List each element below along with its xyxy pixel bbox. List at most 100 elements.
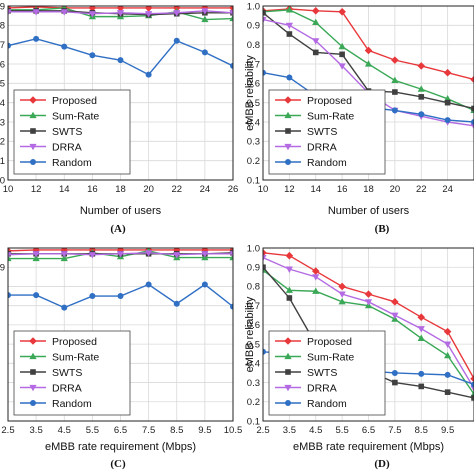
data-point-proposed — [285, 251, 294, 260]
legend-marker-drra — [284, 384, 292, 392]
data-point-sum-rate — [417, 85, 425, 92]
data-point-random — [117, 57, 124, 64]
legend-marker-random — [285, 159, 291, 165]
x-tick-label: 12 — [284, 184, 295, 195]
legend-label-random: Random — [307, 398, 347, 410]
data-point-swts — [312, 49, 319, 56]
x-tick-label: 4.5 — [309, 425, 322, 436]
data-point-proposed — [88, 6, 97, 12]
x-tick-label: 7.5 — [388, 425, 401, 436]
data-point-sum-rate — [444, 351, 452, 359]
series-group — [8, 248, 233, 311]
data-point-sum-rate — [229, 14, 233, 22]
x-axis-label: eMBB rate requirement (Mbps) — [293, 441, 444, 453]
data-point-proposed — [116, 248, 125, 254]
x-tick-label: 8.5 — [415, 425, 428, 436]
data-point-drra — [116, 251, 125, 258]
data-point-sum-rate — [312, 287, 320, 294]
x-axis-label: eMBB rate requirement (Mbps) — [45, 441, 196, 453]
legend-label-proposed: Proposed — [307, 336, 352, 348]
data-point-swts — [263, 9, 266, 16]
y-tick-label: 0.8 — [247, 282, 260, 293]
x-tick-label: 9.5 — [198, 425, 211, 436]
x-tick-label: 12 — [31, 184, 42, 195]
legend-marker-sum-rate — [284, 111, 292, 119]
legend-marker-random — [285, 400, 291, 406]
data-point-proposed — [417, 62, 426, 70]
x-tick-label: 10 — [3, 184, 14, 195]
data-point-sum-rate — [417, 334, 425, 341]
y-tick-label: 0.7 — [247, 301, 260, 312]
y-tick-label: .6 — [0, 59, 5, 70]
data-point-random — [33, 35, 40, 42]
x-tick-label: 24 — [200, 184, 211, 195]
x-tick-label: 22 — [416, 184, 427, 195]
data-point-sum-rate — [444, 95, 452, 102]
data-point-swts — [444, 389, 451, 395]
data-point-sum-rate — [312, 18, 320, 26]
data-point-swts — [263, 264, 266, 271]
data-point-proposed — [60, 248, 69, 254]
data-point-drra — [263, 16, 267, 24]
legend-marker-sum-rate — [29, 111, 37, 119]
plot-frame — [7, 5, 234, 181]
legend-label-drra: DRRA — [307, 141, 337, 153]
chart-panel-3: .9 2.5 3.5 4.5 5.5 6.5 7.5 8.5 9.5 10.5 eMBB rate … — [0, 247, 242, 470]
data-point-swts — [339, 51, 345, 58]
data-point-drra — [145, 11, 153, 18]
x-tick-label: 16 — [87, 184, 98, 195]
data-point-drra — [338, 291, 346, 298]
data-point-random — [263, 348, 266, 355]
data-point-swts — [418, 383, 425, 390]
legend-marker-proposed — [284, 96, 292, 104]
legend-label-random: Random — [52, 398, 92, 410]
x-tick-label: 18 — [363, 184, 374, 195]
data-point-proposed — [391, 56, 399, 64]
data-point-proposed — [201, 248, 209, 254]
data-point-sum-rate — [285, 286, 293, 293]
legend-marker-swts — [30, 128, 36, 134]
legend-marker-drra — [29, 143, 37, 151]
data-point-swts — [471, 105, 474, 112]
legend-label-drra: DRRA — [52, 382, 82, 394]
legend-marker-drra — [284, 143, 292, 151]
data-point-proposed — [391, 298, 399, 306]
x-tick-label: 7.5 — [142, 425, 155, 436]
data-point-random — [444, 371, 451, 378]
chart-panel-2: 0.1 0.2 0.3 0.4 0.5 0.6 0.7 0.8 0.9 1.0 10 12 14 16 18… — [244, 1, 474, 235]
data-point-drra — [201, 8, 209, 15]
legend-marker-sum-rate — [29, 352, 37, 360]
chart-panel-1: 0 .1 .2 .3 .4 .5 .6 .7 .8 .9 10 12 14 16 18 20 22 24 26 Num… — [0, 1, 238, 235]
plot-frame — [7, 247, 234, 422]
data-point-random — [391, 107, 398, 114]
data-point-swts — [286, 31, 293, 37]
y-axis-label: eMBB reliability — [244, 55, 256, 131]
data-point-proposed — [263, 249, 267, 257]
y-tick-label: 0.5 — [247, 339, 260, 350]
data-point-random — [61, 43, 68, 50]
y-tick-label: .1 — [0, 156, 5, 167]
legend-label-sum-rate: Sum-Rate — [307, 351, 354, 363]
legend: Proposed Sum-Rate SWTS DRRA Random — [13, 330, 131, 416]
y-tick-label: 0.2 — [247, 156, 260, 167]
legend-marker-swts — [285, 128, 291, 134]
plot-frame — [262, 5, 474, 181]
data-point-proposed — [417, 313, 426, 321]
data-point-sum-rate — [201, 15, 209, 23]
legend-label-random: Random — [52, 157, 92, 169]
data-point-proposed — [311, 7, 320, 15]
y-tick-label: .3 — [0, 117, 5, 128]
data-point-drra — [173, 252, 181, 259]
y-tick-label: 0.5 — [247, 98, 260, 109]
legend-marker-proposed — [29, 96, 37, 104]
data-point-random — [89, 52, 96, 59]
x-tick-label: 20 — [390, 184, 401, 195]
y-tick-label: 0.8 — [247, 40, 260, 51]
y-tick-label: .7 — [0, 40, 5, 51]
data-point-proposed — [470, 374, 474, 383]
data-point-drra — [88, 252, 96, 259]
legend-marker-random — [30, 400, 36, 406]
y-tick-label: .2 — [0, 137, 5, 148]
data-point-random — [230, 62, 233, 69]
